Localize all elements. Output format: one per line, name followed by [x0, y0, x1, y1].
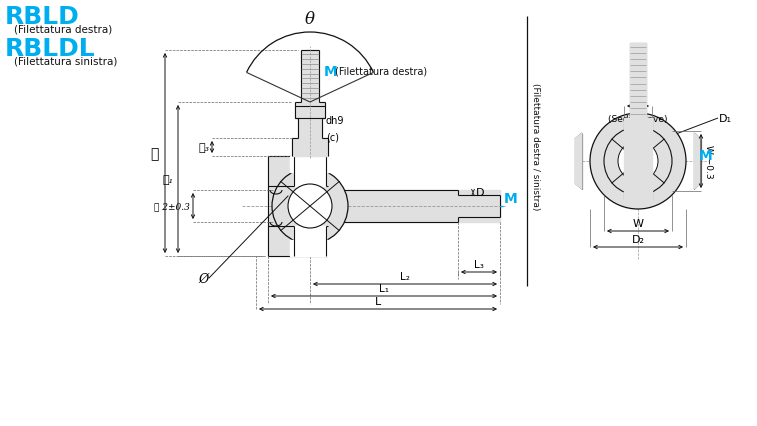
Text: W: W [633, 219, 643, 228]
Text: RBLD: RBLD [5, 5, 79, 29]
Text: M: M [504, 192, 518, 205]
Text: Ø: Ø [198, 272, 208, 285]
Circle shape [604, 128, 672, 196]
Polygon shape [292, 139, 328, 157]
Text: ℓ 2±0.3: ℓ 2±0.3 [154, 202, 190, 211]
Text: (Filettatura destra / sinistra): (Filettatura destra / sinistra) [531, 83, 540, 210]
Polygon shape [301, 51, 319, 103]
Polygon shape [624, 119, 652, 199]
Text: W −0.3: W −0.3 [704, 145, 713, 178]
Text: θ: θ [305, 11, 315, 28]
Text: RBLDL: RBLDL [5, 37, 95, 61]
Text: D₁: D₁ [719, 114, 732, 124]
Text: L: L [375, 296, 381, 306]
Polygon shape [295, 103, 325, 119]
Polygon shape [298, 119, 322, 139]
Circle shape [618, 142, 658, 181]
Polygon shape [694, 134, 701, 190]
Text: ℓ₁: ℓ₁ [163, 175, 174, 184]
Polygon shape [290, 157, 330, 187]
Text: (Sedi chiave): (Sedi chiave) [609, 115, 668, 124]
Text: (c): (c) [326, 132, 339, 142]
Text: ℓ: ℓ [151, 147, 159, 161]
Circle shape [288, 184, 332, 228]
Text: L₂: L₂ [400, 271, 410, 281]
Text: D: D [476, 188, 484, 198]
Polygon shape [575, 134, 582, 190]
Text: (Filettatura sinistra): (Filettatura sinistra) [14, 57, 117, 67]
Polygon shape [458, 196, 500, 218]
Text: M: M [699, 149, 713, 163]
Text: L₃: L₃ [474, 259, 484, 269]
Polygon shape [630, 44, 646, 119]
Text: M: M [324, 65, 338, 79]
Text: L₁: L₁ [379, 283, 389, 294]
Polygon shape [343, 190, 500, 222]
Text: dh9: dh9 [326, 116, 344, 126]
Text: ℓ₃: ℓ₃ [199, 143, 210, 153]
Polygon shape [290, 227, 330, 256]
Polygon shape [268, 157, 328, 256]
Circle shape [590, 114, 686, 210]
Circle shape [272, 169, 348, 245]
Text: D₂: D₂ [631, 234, 644, 245]
Text: (Filettatura destra): (Filettatura destra) [335, 67, 427, 77]
Text: (Filettatura destra): (Filettatura destra) [14, 25, 112, 35]
Text: B: B [634, 94, 642, 104]
